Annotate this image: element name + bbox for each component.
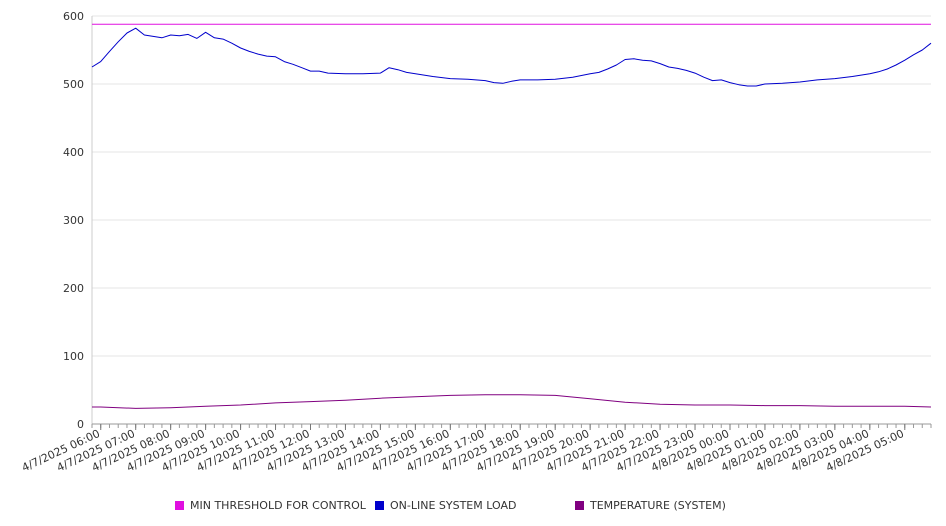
line-chart: 0 100 200 300 400 500 600 4/7/2025 06:004/7/20… <box>20 10 932 475</box>
y-tick-labels: 0 100 200 300 400 500 600 <box>63 10 84 431</box>
series-lines <box>91 23 932 409</box>
legend-label: ON-LINE SYSTEM LOAD <box>390 499 517 512</box>
y-tick-label: 400 <box>63 146 84 159</box>
legend-swatch <box>175 501 184 510</box>
chart-legend: MIN THRESHOLD FOR CONTROL ON-LINE SYSTEM … <box>0 499 946 515</box>
y-tick-label: 600 <box>63 10 84 23</box>
axes <box>91 16 932 430</box>
y-tick-label: 300 <box>63 214 84 227</box>
series-line-temperature-system <box>92 394 932 409</box>
legend-label: TEMPERATURE (SYSTEM) <box>590 499 726 512</box>
legend-label: MIN THRESHOLD FOR CONTROL <box>190 499 366 512</box>
y-tick-label: 100 <box>63 350 84 363</box>
y-tick-label: 500 <box>63 78 84 91</box>
legend-swatch <box>575 501 584 510</box>
y-tick-label: 0 <box>77 418 84 431</box>
legend-swatch <box>375 501 384 510</box>
legend-item: MIN THRESHOLD FOR CONTROL <box>175 499 366 512</box>
legend-item: ON-LINE SYSTEM LOAD <box>375 499 516 512</box>
y-tick-label: 200 <box>63 282 84 295</box>
series-line-on-line-system-load <box>91 27 932 87</box>
gridlines <box>92 15 931 357</box>
x-tick-labels: 4/7/2025 06:004/7/2025 07:004/7/2025 08:… <box>20 427 906 475</box>
legend-item: TEMPERATURE (SYSTEM) <box>575 499 726 512</box>
